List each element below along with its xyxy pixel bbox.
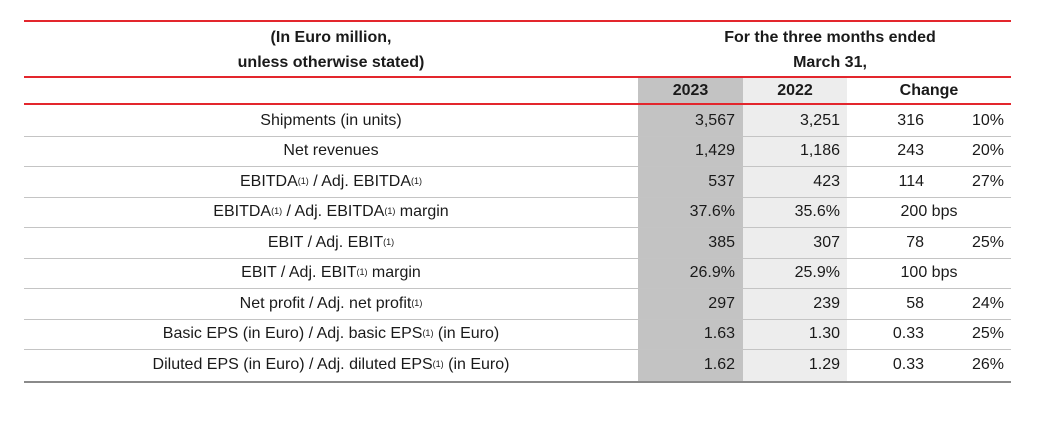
row-label: EBIT / Adj. EBIT(1) [267, 234, 395, 251]
value-2023: 1.62 [703, 356, 735, 373]
column-2023-shading [638, 78, 743, 382]
value-2023: 37.6% [689, 203, 735, 220]
row-label: Diluted EPS (in Euro) / Adj. diluted EPS… [152, 356, 510, 373]
footnote-mark: (1) [411, 298, 423, 308]
change-bps: 100 bps [900, 264, 958, 281]
change-value: 78 [906, 234, 924, 251]
unit-note-line2: unless otherwise stated) [237, 54, 425, 71]
column-header-2023: 2023 [672, 82, 709, 99]
value-2023: 1.63 [703, 325, 735, 342]
bottom-rule [24, 381, 1011, 383]
change-percent: 26% [971, 356, 1004, 373]
unit-note-line1: (In Euro million, [270, 29, 392, 46]
value-2022: 3,251 [799, 112, 840, 129]
change-percent: 27% [971, 173, 1004, 190]
change-percent: 20% [971, 142, 1004, 159]
header-rule [24, 76, 1011, 78]
change-value: 58 [906, 295, 924, 312]
subheader-rule [24, 103, 1011, 105]
change-bps: 200 bps [900, 203, 958, 220]
row-divider [24, 288, 1011, 289]
value-2023: 297 [708, 295, 735, 312]
row-divider [24, 319, 1011, 320]
column-header-change: Change [899, 82, 959, 99]
change-value: 114 [898, 173, 924, 190]
row-divider [24, 136, 1011, 137]
row-divider [24, 349, 1011, 350]
value-2023: 26.9% [689, 264, 735, 281]
row-label: EBIT / Adj. EBIT(1) margin [241, 264, 421, 281]
value-2023: 1,429 [694, 142, 735, 159]
value-2023: 385 [708, 234, 735, 251]
row-divider [24, 258, 1011, 259]
row-label: Net profit / Adj. net profit(1) [239, 295, 423, 312]
change-value: 316 [897, 112, 924, 129]
change-percent: 10% [971, 112, 1004, 129]
footnote-mark: (1) [356, 267, 368, 277]
value-2022: 307 [813, 234, 840, 251]
value-2022: 25.9% [794, 264, 840, 281]
row-divider [24, 166, 1011, 167]
footnote-mark: (1) [383, 237, 395, 247]
value-2022: 35.6% [794, 203, 840, 220]
footnote-mark: (1) [384, 206, 396, 216]
column-header-2022: 2022 [777, 82, 813, 99]
value-2022: 239 [813, 295, 840, 312]
change-value: 243 [897, 142, 924, 159]
value-2022: 423 [813, 173, 840, 190]
change-value: 0.33 [892, 325, 924, 342]
change-value: 0.33 [892, 356, 924, 373]
value-2022: 1,186 [799, 142, 840, 159]
row-label: Net revenues [283, 142, 379, 159]
row-label: EBITDA(1) / Adj. EBITDA(1) [239, 173, 423, 190]
period-header-line2: March 31, [793, 54, 867, 71]
value-2022: 1.30 [808, 325, 840, 342]
footnote-mark: (1) [411, 176, 423, 186]
row-label: Shipments (in units) [260, 112, 402, 129]
row-label: EBITDA(1) / Adj. EBITDA(1) margin [213, 203, 449, 220]
top-rule [24, 20, 1011, 22]
row-divider [24, 197, 1011, 198]
change-percent: 25% [971, 325, 1004, 342]
value-2023: 3,567 [694, 112, 735, 129]
footnote-mark: (1) [297, 176, 309, 186]
value-2023: 537 [708, 173, 735, 190]
footnote-mark: (1) [432, 359, 444, 369]
column-2022-shading [743, 78, 847, 382]
row-label: Basic EPS (in Euro) / Adj. basic EPS(1) … [162, 325, 500, 342]
period-header-line1: For the three months ended [724, 29, 936, 46]
change-percent: 24% [971, 295, 1004, 312]
change-percent: 25% [971, 234, 1004, 251]
row-divider [24, 227, 1011, 228]
footnote-mark: (1) [422, 328, 434, 338]
value-2022: 1.29 [808, 356, 840, 373]
footnote-mark: (1) [271, 206, 283, 216]
